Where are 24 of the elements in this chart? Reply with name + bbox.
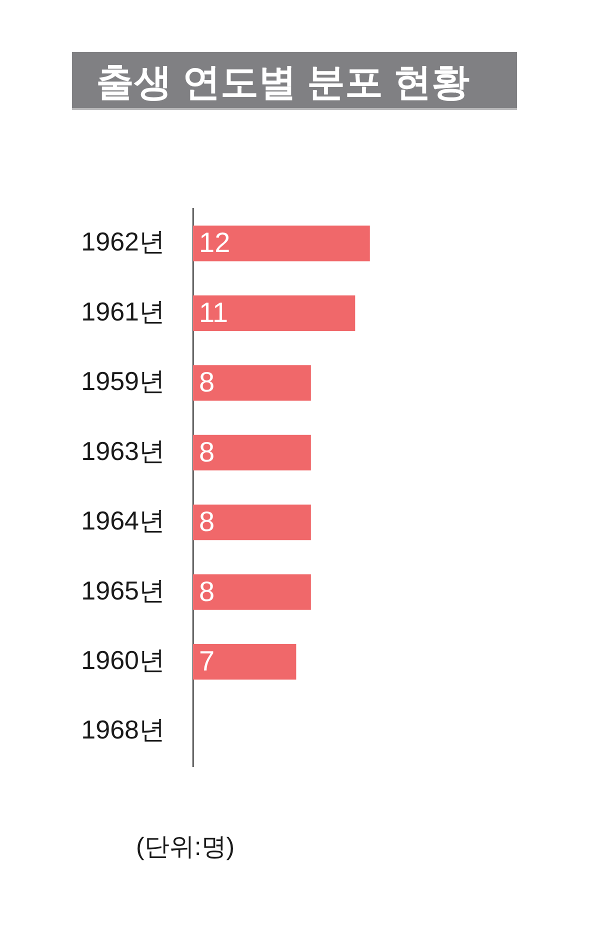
- bar: [193, 226, 370, 262]
- bar: [193, 644, 296, 680]
- y-tick-label: 1963년: [81, 436, 165, 466]
- data-label: 7: [199, 646, 215, 677]
- data-label: 12: [199, 227, 230, 258]
- y-tick-label: 1962년: [81, 226, 165, 257]
- y-tick-label: 1968년: [81, 714, 165, 745]
- data-label: 8: [199, 576, 215, 607]
- bar: [193, 295, 356, 331]
- data-label: 11: [199, 296, 228, 328]
- bar: [193, 365, 311, 401]
- chart-title: 출생 연도별 분포 현황: [96, 61, 470, 106]
- data-label: 8: [199, 366, 215, 398]
- text: (단위:명): [136, 832, 235, 863]
- y-tick-label: 1965년: [81, 575, 165, 606]
- data-label: 8: [199, 506, 215, 538]
- y-tick-label: 1964년: [81, 506, 165, 536]
- data-label: 8: [199, 436, 215, 468]
- y-tick-label: 1961년: [81, 296, 165, 326]
- y-tick-label: 1959년: [81, 366, 165, 396]
- bar: [193, 504, 311, 540]
- bar: [193, 434, 311, 470]
- y-tick-label: 1960년: [81, 644, 165, 675]
- bar: [193, 574, 311, 610]
